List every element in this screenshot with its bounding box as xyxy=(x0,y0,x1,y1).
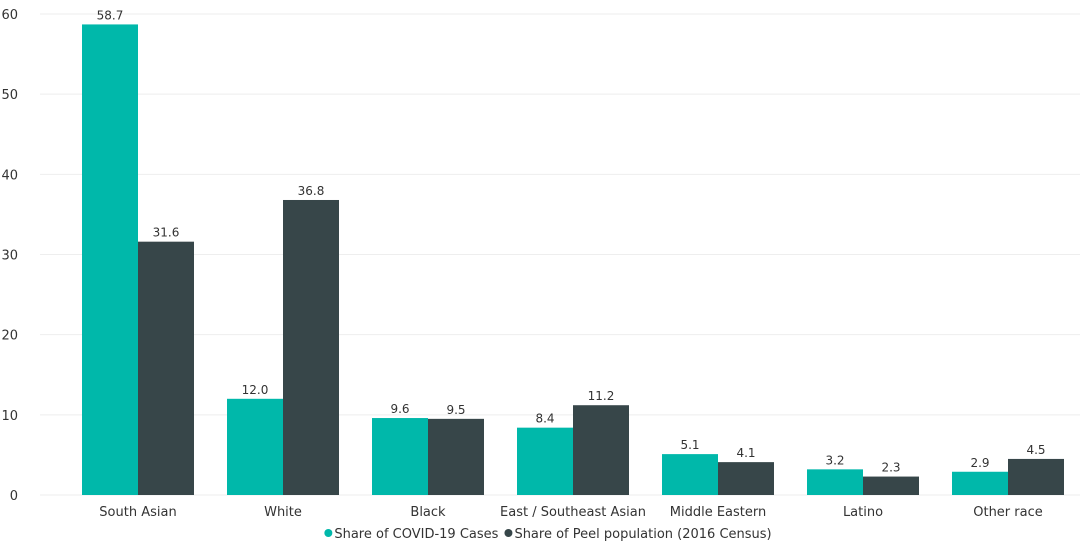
x-category-label: Black xyxy=(410,505,446,520)
bar[interactable] xyxy=(517,427,573,495)
x-category-label: South Asian xyxy=(99,505,176,520)
bar[interactable] xyxy=(82,24,138,496)
bar[interactable] xyxy=(718,462,774,495)
data-label: 3.2 xyxy=(825,453,844,467)
data-label: 4.1 xyxy=(736,446,755,460)
bar[interactable] xyxy=(863,476,919,495)
x-category-label: Other race xyxy=(973,505,1043,520)
bar[interactable] xyxy=(662,454,718,495)
bar[interactable] xyxy=(428,418,484,495)
x-category-label: Latino xyxy=(843,505,883,520)
x-category-label: Middle Eastern xyxy=(670,505,766,520)
data-label: 36.8 xyxy=(298,184,325,198)
bar[interactable] xyxy=(807,469,863,495)
bar[interactable] xyxy=(227,398,283,495)
bars xyxy=(82,24,1064,496)
y-tick-label: 30 xyxy=(1,249,18,264)
bar[interactable] xyxy=(952,471,1008,495)
bar[interactable] xyxy=(1008,458,1064,495)
y-tick-label: 40 xyxy=(1,168,18,183)
y-tick-label: 0 xyxy=(10,489,18,504)
data-label: 31.6 xyxy=(153,226,180,240)
data-label: 4.5 xyxy=(1026,443,1045,457)
bar[interactable] xyxy=(573,405,629,495)
data-label: 2.9 xyxy=(970,456,989,470)
bar[interactable] xyxy=(283,199,339,495)
legend: Share of COVID-19 Cases Share of Peel pop… xyxy=(324,527,772,542)
x-category-label: White xyxy=(264,505,302,520)
legend-label: Share of COVID-19 Cases xyxy=(334,527,498,542)
x-axis: South Asian White Black East / Southeast As… xyxy=(99,505,1042,520)
legend-marker xyxy=(324,529,333,537)
y-axis: 0 10 20 30 40 50 60 xyxy=(1,8,18,504)
data-label: 8.4 xyxy=(535,412,554,426)
data-labels: 58.7 31.6 12.0 36.8 9.6 9.5 8.4 11.2 5.1 4.1 3.2 2.… xyxy=(97,8,1046,474)
gridlines xyxy=(40,13,1080,496)
x-category-label: East / Southeast Asian xyxy=(500,505,646,520)
bar[interactable] xyxy=(138,241,194,495)
y-tick-label: 60 xyxy=(1,8,18,23)
y-tick-label: 20 xyxy=(1,329,18,344)
y-tick-label: 50 xyxy=(1,88,18,103)
legend-label: Share of Peel population (2016 Census) xyxy=(514,527,771,542)
data-label: 9.6 xyxy=(390,402,409,416)
bar[interactable] xyxy=(372,418,428,495)
legend-marker xyxy=(504,529,513,537)
y-tick-label: 10 xyxy=(1,409,18,424)
data-label: 5.1 xyxy=(680,438,699,452)
data-label: 12.0 xyxy=(242,383,269,397)
data-label: 58.7 xyxy=(97,8,124,22)
data-label: 9.5 xyxy=(446,403,465,417)
data-label: 2.3 xyxy=(881,461,900,475)
data-label: 11.2 xyxy=(588,389,615,403)
